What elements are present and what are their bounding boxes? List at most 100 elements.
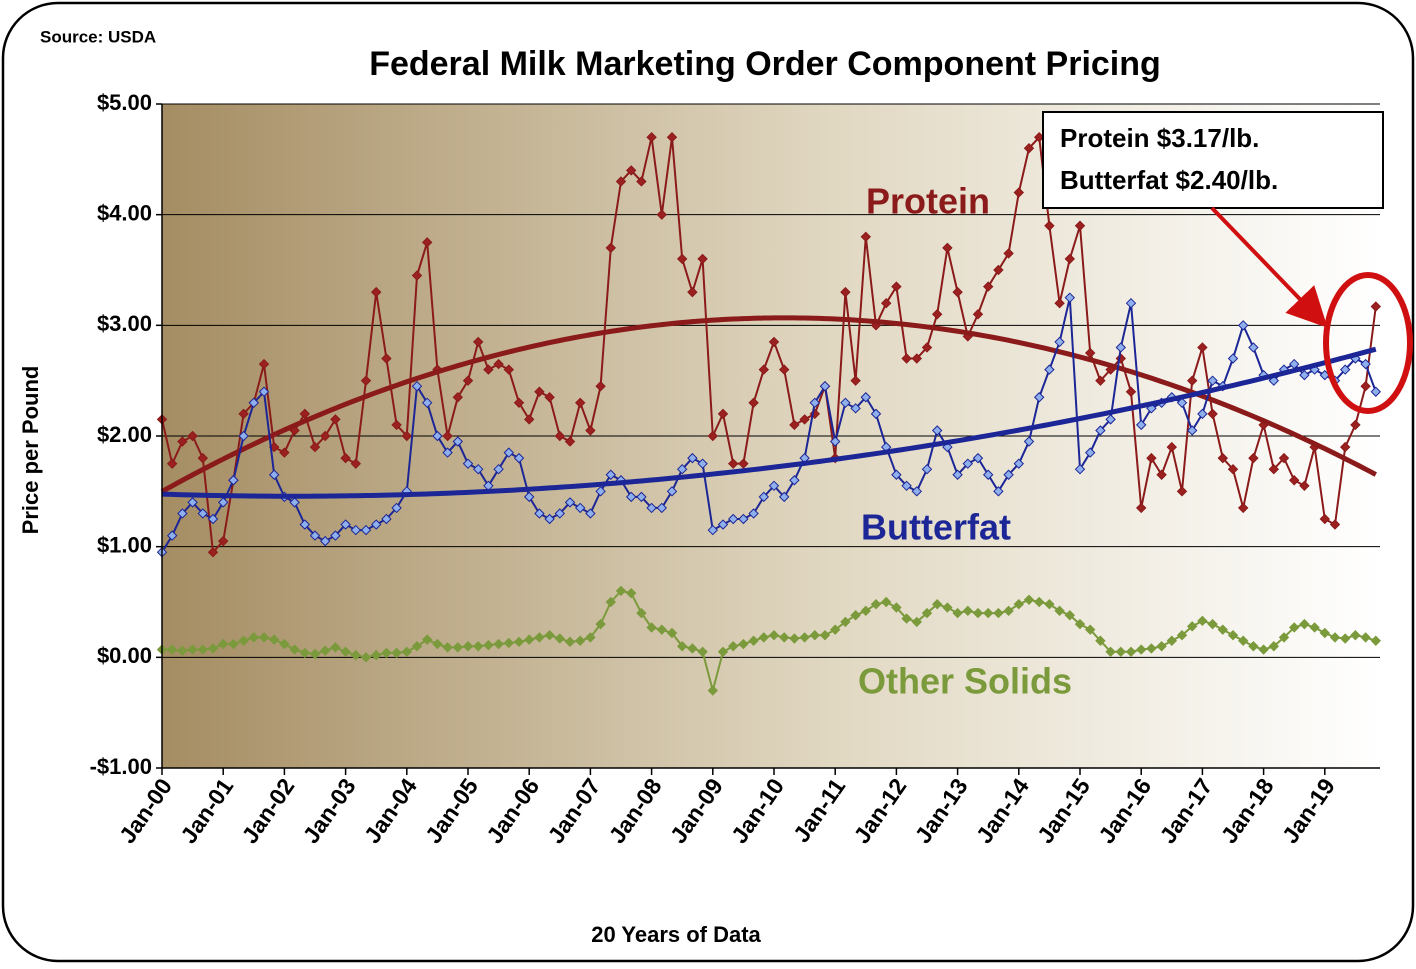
data-point	[1197, 615, 1208, 627]
data-point	[666, 486, 678, 497]
data-point	[574, 502, 586, 514]
data-point	[819, 380, 831, 392]
data-point	[370, 649, 382, 661]
data-point	[717, 408, 729, 420]
data-point	[217, 497, 229, 508]
data-point	[982, 607, 994, 619]
data-point	[1227, 463, 1239, 475]
data-point	[727, 513, 739, 525]
data-point	[850, 375, 861, 386]
data-point	[727, 458, 739, 469]
data-point	[656, 209, 668, 220]
data-point	[687, 286, 698, 298]
data-point	[962, 458, 974, 469]
trendline	[161, 346, 1377, 499]
data-point	[268, 469, 280, 480]
data-point	[636, 491, 647, 503]
data-point	[1064, 253, 1076, 265]
data-point	[1319, 627, 1331, 639]
data-point	[1299, 618, 1310, 630]
data-point	[1176, 486, 1188, 497]
data-point	[258, 632, 270, 643]
data-point	[1207, 375, 1218, 386]
data-point	[197, 452, 209, 464]
data-point	[1227, 353, 1239, 364]
data-point	[819, 629, 831, 641]
data-point	[452, 392, 464, 403]
data-point	[442, 430, 453, 442]
data-point	[472, 641, 484, 652]
data-point	[962, 605, 974, 617]
data-point	[595, 618, 606, 630]
data-point	[697, 253, 708, 265]
data-point	[1125, 386, 1137, 397]
data-point	[340, 519, 351, 530]
data-point	[1146, 643, 1157, 654]
data-point	[1370, 301, 1382, 312]
data-point	[1074, 463, 1086, 475]
data-point	[1156, 641, 1167, 652]
data-point	[1299, 369, 1310, 381]
data-point	[1197, 342, 1208, 353]
data-point	[228, 475, 239, 486]
data-point	[789, 419, 800, 431]
data-point	[901, 353, 912, 364]
data-point	[401, 430, 413, 442]
data-point	[462, 458, 474, 469]
data-point	[166, 644, 178, 655]
data-point	[197, 508, 209, 519]
data-point	[534, 632, 545, 643]
data-point	[687, 643, 698, 654]
data-point	[1084, 624, 1096, 635]
data-point	[1227, 629, 1239, 641]
data-point	[656, 624, 668, 635]
data-point	[1207, 408, 1218, 420]
series-label: Butterfat	[861, 507, 1011, 548]
data-point	[1105, 646, 1116, 658]
data-point	[1135, 419, 1147, 431]
data-point	[1360, 358, 1371, 370]
data-point	[1339, 441, 1351, 453]
data-point	[187, 644, 198, 655]
data-point	[1003, 469, 1014, 480]
data-point	[1054, 605, 1065, 617]
data-point	[207, 546, 219, 558]
highlight-ellipse	[1323, 272, 1413, 414]
data-point	[350, 458, 362, 469]
data-point	[370, 519, 382, 530]
data-point	[1207, 618, 1218, 630]
data-point	[840, 616, 851, 628]
y-tick-label: $1.00	[97, 532, 152, 557]
data-point	[197, 644, 209, 655]
data-point	[921, 607, 933, 619]
data-point	[891, 469, 902, 480]
data-point	[381, 513, 392, 525]
data-point	[340, 452, 351, 464]
data-point	[544, 392, 555, 403]
data-point	[646, 502, 657, 514]
data-point	[615, 176, 627, 187]
data-point	[1095, 425, 1106, 436]
data-point	[330, 530, 341, 541]
data-point	[1197, 408, 1208, 420]
data-point	[738, 638, 749, 650]
data-point	[217, 535, 229, 547]
data-point	[931, 425, 943, 436]
data-point	[1278, 632, 1290, 643]
data-point	[1258, 644, 1269, 655]
data-point	[513, 397, 525, 409]
data-point	[350, 524, 362, 536]
data-point	[829, 624, 841, 635]
data-point	[1115, 342, 1127, 353]
data-point	[411, 380, 423, 392]
y-tick-label: $4.00	[97, 200, 152, 225]
data-point	[1115, 646, 1127, 658]
data-point	[1013, 458, 1025, 469]
data-point	[1003, 248, 1014, 259]
data-point	[676, 641, 688, 652]
data-point	[870, 599, 882, 610]
data-point	[809, 397, 821, 409]
data-point	[503, 447, 515, 458]
data-point	[472, 336, 484, 348]
data-point	[564, 436, 576, 447]
